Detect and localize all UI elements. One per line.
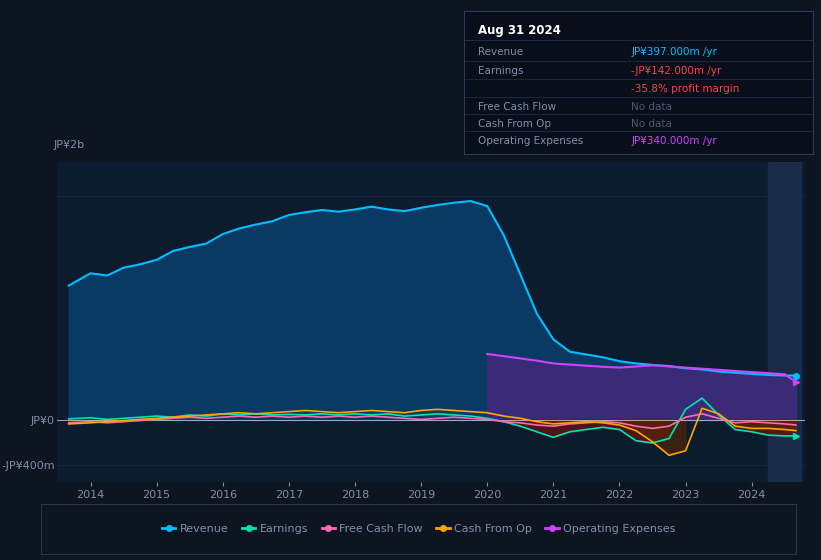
Text: Operating Expenses: Operating Expenses (478, 136, 583, 146)
Legend: Revenue, Earnings, Free Cash Flow, Cash From Op, Operating Expenses: Revenue, Earnings, Free Cash Flow, Cash … (158, 520, 680, 539)
Text: No data: No data (631, 119, 672, 129)
Text: JP¥2b: JP¥2b (53, 139, 85, 150)
Text: Aug 31 2024: Aug 31 2024 (478, 24, 561, 37)
Text: JP¥340.000m /yr: JP¥340.000m /yr (631, 136, 717, 146)
Text: Earnings: Earnings (478, 66, 523, 76)
Text: Free Cash Flow: Free Cash Flow (478, 102, 556, 112)
Text: Revenue: Revenue (478, 47, 523, 57)
Text: Cash From Op: Cash From Op (478, 119, 551, 129)
Bar (768, 162, 801, 482)
Text: -JP¥142.000m /yr: -JP¥142.000m /yr (631, 66, 722, 76)
Text: -35.8% profit margin: -35.8% profit margin (631, 84, 740, 94)
Text: JP¥397.000m /yr: JP¥397.000m /yr (631, 47, 718, 57)
Text: No data: No data (631, 102, 672, 112)
